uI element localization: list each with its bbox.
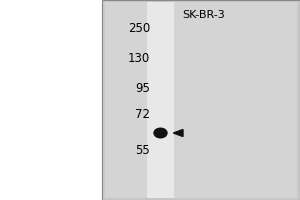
Bar [102, 0, 300, 200]
Bar [147, 2, 174, 198]
Text: 95: 95 [135, 82, 150, 95]
Bar [105, 2, 297, 198]
Ellipse shape [153, 128, 168, 138]
Text: 130: 130 [128, 52, 150, 66]
Text: 72: 72 [135, 108, 150, 121]
Text: 250: 250 [128, 22, 150, 36]
Text: 55: 55 [135, 144, 150, 158]
Polygon shape [173, 129, 183, 137]
Text: SK-BR-3: SK-BR-3 [183, 10, 225, 20]
